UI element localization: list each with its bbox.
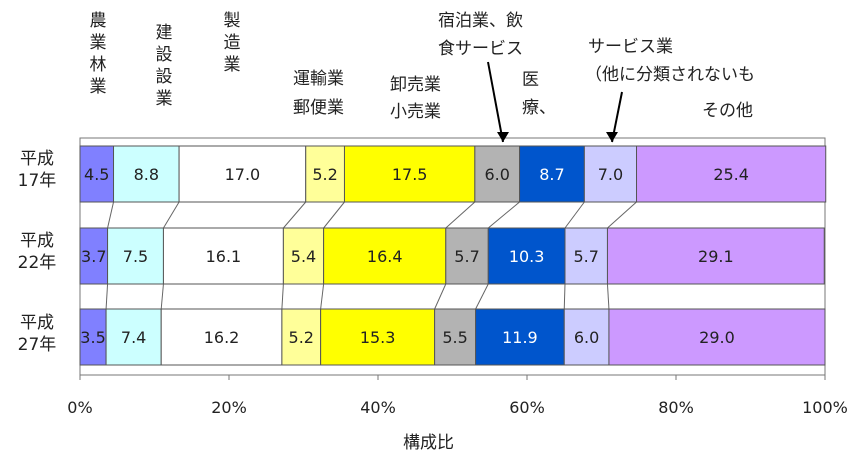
bar-segment — [178, 145, 307, 203]
bar-segment — [445, 227, 489, 285]
bar-value-label: 16.4 — [367, 247, 403, 266]
bar-value-label: 5.2 — [312, 165, 337, 184]
bar-value-label: 8.8 — [134, 165, 159, 184]
bar-value-label: 7.5 — [123, 247, 148, 266]
bar-value-label: 6.0 — [484, 165, 509, 184]
row-label-h27: 平成 27年 — [17, 313, 57, 355]
bar-value-label: 7.4 — [121, 328, 146, 347]
bar-value-label: 7.0 — [598, 165, 623, 184]
bar-segment — [162, 227, 284, 285]
connector-line — [160, 283, 164, 310]
x-axis-label: 構成比 — [403, 433, 454, 453]
connector-line — [105, 283, 109, 310]
connector-line — [107, 201, 115, 229]
connector-line — [445, 201, 476, 229]
bar-segment — [79, 145, 115, 203]
bar-segment — [434, 308, 477, 366]
header-label-service-2: （他に分類されないも — [585, 65, 755, 85]
bar-segment — [563, 308, 610, 366]
bar-value-label: 11.9 — [502, 328, 538, 347]
bar-segment — [583, 145, 638, 203]
bar-value-label: 15.3 — [360, 328, 396, 347]
bar-value-label: 3.5 — [80, 328, 105, 347]
bar-value-label: 5.7 — [574, 247, 599, 266]
x-tick-label: 100% — [802, 398, 848, 417]
x-tick-label: 60% — [509, 398, 545, 417]
bar-segment — [320, 308, 436, 366]
bar-value-label: 8.7 — [539, 165, 564, 184]
connector-line — [607, 201, 637, 229]
x-tick-label: 20% — [211, 398, 247, 417]
bar-segment — [79, 227, 109, 285]
connector-line — [475, 283, 489, 310]
connector-line — [323, 201, 345, 229]
bar-value-label: 4.5 — [84, 165, 109, 184]
header-label-construction: 建設設業 — [155, 23, 173, 109]
bar-value-label: 16.1 — [206, 247, 242, 266]
connector-line — [163, 201, 180, 229]
connector-line — [563, 283, 566, 310]
bar-value-label: 3.7 — [81, 247, 106, 266]
bar-value-label: 5.2 — [289, 328, 314, 347]
bar-value-label: 29.0 — [699, 328, 735, 347]
header-label-service-1: サービス業 — [588, 37, 673, 57]
header-label-hotel-1: 宿泊業、飲 — [438, 11, 523, 31]
bar-segment — [343, 145, 476, 203]
bar-value-label: 5.7 — [454, 247, 479, 266]
bar-value-label: 10.3 — [509, 247, 545, 266]
bar-segment — [281, 308, 322, 366]
row-label-h22: 平成 22年 — [17, 231, 57, 273]
bar-segment — [305, 145, 345, 203]
x-tick-label: 40% — [360, 398, 396, 417]
arrowhead — [497, 132, 509, 142]
x-tick-label: 0% — [67, 398, 92, 417]
x-tick-label: 80% — [658, 398, 694, 417]
bar-segment — [113, 145, 180, 203]
bar-segment — [608, 308, 826, 366]
bar-segment — [519, 145, 585, 203]
connector-line — [283, 201, 307, 229]
bar-segment — [474, 145, 521, 203]
connector-line — [320, 283, 325, 310]
bar-segment — [636, 145, 827, 203]
connector-line — [487, 201, 520, 229]
bar-value-label: 5.4 — [291, 247, 316, 266]
bar-segment — [160, 308, 283, 366]
bar-segment — [564, 227, 608, 285]
header-label-transport-1: 運輸業 — [293, 69, 344, 89]
connector-line — [281, 283, 284, 310]
bar-value-label: 16.2 — [204, 328, 240, 347]
connector-line — [606, 283, 610, 310]
connector-line — [564, 201, 585, 229]
header-label-medical: 医療、 — [522, 70, 556, 118]
header-label-hotel-2: 食サービス — [438, 39, 523, 59]
bar-segment — [79, 308, 107, 366]
header-label-retail-1: 卸売業 — [390, 75, 441, 95]
bar-value-label: 29.1 — [698, 247, 734, 266]
bar-value-label: 6.0 — [574, 328, 599, 347]
pointer-arrow — [487, 61, 504, 143]
bar-value-label: 17.5 — [392, 165, 428, 184]
row-label-h17: 平成 17年 — [17, 149, 57, 191]
connector-line — [434, 283, 447, 310]
bar-segment — [107, 227, 164, 285]
header-label-retail-2: 小売業 — [390, 102, 441, 122]
bar-value-label: 25.4 — [713, 165, 749, 184]
bar-segment — [323, 227, 447, 285]
header-label-manufacturing: 製造業 — [223, 11, 241, 75]
bar-value-label: 5.5 — [442, 328, 467, 347]
header-label-other: その他 — [702, 101, 753, 121]
bar-segment — [105, 308, 162, 366]
arrowhead — [606, 132, 618, 142]
header-label-agri: 農業林業 — [89, 11, 107, 97]
bar-value-label: 17.0 — [225, 165, 261, 184]
bar-segment — [475, 308, 565, 366]
header-label-transport-2: 郵便業 — [293, 98, 344, 118]
bar-segment — [606, 227, 825, 285]
